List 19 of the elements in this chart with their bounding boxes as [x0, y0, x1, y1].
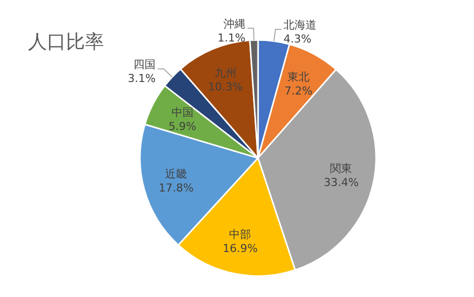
slice-label: 九州	[214, 66, 236, 80]
data-label: 10.3%	[208, 80, 243, 94]
slice-label: 四国	[134, 58, 156, 71]
data-label: 16.9%	[222, 242, 258, 256]
slice-label: 関東	[330, 162, 352, 175]
data-label: 1.1%	[218, 31, 246, 44]
data-label: 4.3%	[283, 32, 312, 46]
slice-label: 中部	[229, 228, 252, 242]
slice-label: 沖縄	[224, 17, 246, 30]
data-label: 33.4%	[324, 176, 359, 189]
data-label: 5.9%	[168, 120, 196, 134]
data-label: 17.8%	[158, 182, 194, 195]
slice-label: 中国	[171, 106, 194, 120]
data-label: 3.1%	[128, 72, 156, 85]
slice-label: 近畿	[165, 168, 188, 181]
slice-label: 北海道	[283, 18, 316, 32]
slice-label: 東北	[287, 70, 310, 84]
data-label: 7.2%	[284, 84, 312, 98]
text: 人口比率	[28, 31, 104, 53]
